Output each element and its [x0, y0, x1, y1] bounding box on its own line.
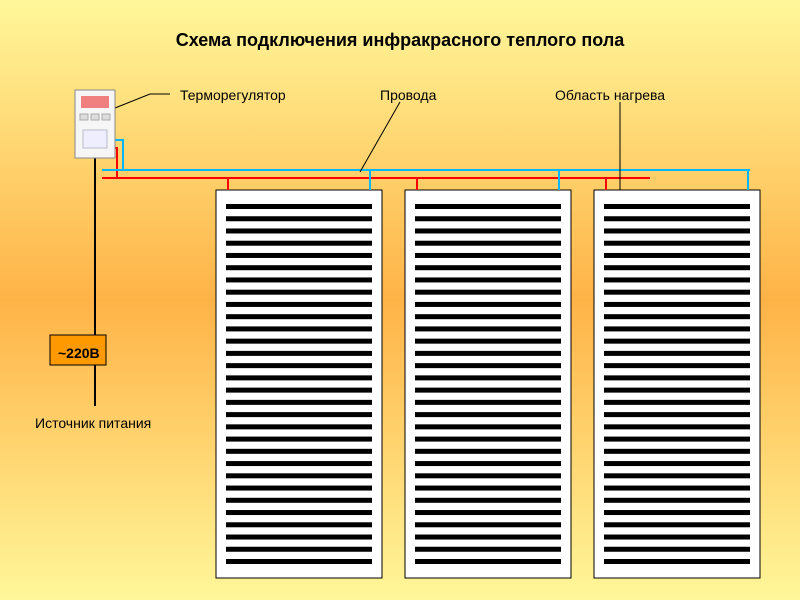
thermostat-button-2 — [91, 114, 99, 120]
heating-panel-2 — [405, 190, 571, 578]
label-voltage: ~220В — [58, 345, 100, 361]
heating-panel-1 — [216, 190, 382, 578]
label-power-source: Источник питания — [35, 415, 151, 431]
label-wires: Провода — [380, 87, 436, 103]
leader-wires — [360, 102, 400, 172]
thermostat-panel — [83, 130, 107, 148]
label-heat-area: Область нагрева — [555, 87, 665, 103]
heating-panel-3 — [594, 190, 760, 578]
thermostat-button-1 — [80, 114, 88, 120]
diagram-stage: Схема подключения инфракрасного теплого … — [0, 0, 800, 600]
label-thermostat: Терморегулятор — [180, 87, 286, 103]
leader-thermostat — [115, 94, 170, 108]
thermostat-display — [81, 96, 109, 108]
thermostat-button-3 — [102, 114, 110, 120]
